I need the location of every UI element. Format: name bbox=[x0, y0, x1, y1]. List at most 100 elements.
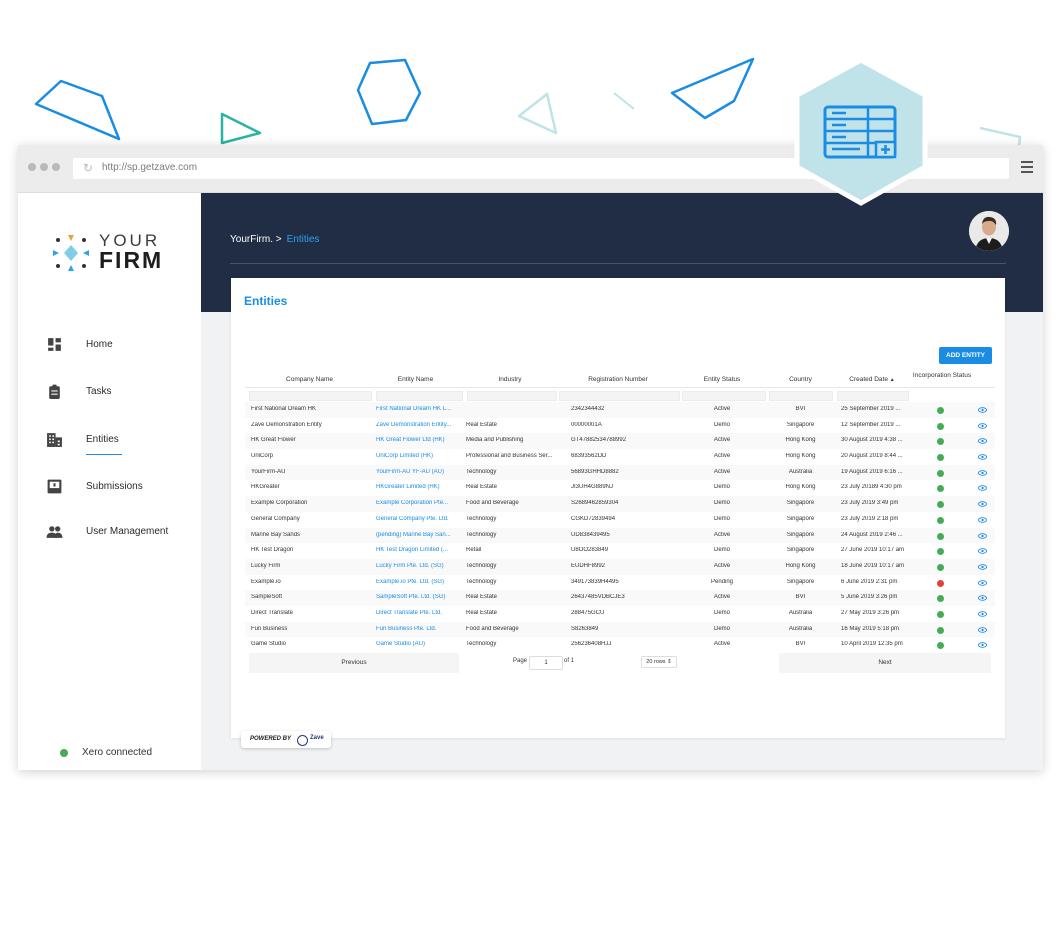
view-eye-icon[interactable] bbox=[978, 642, 987, 649]
cell-entity[interactable]: UniCorp Limited (HK) bbox=[376, 453, 434, 460]
cell-created-date: 23 July 2019 2:18 pm bbox=[841, 515, 899, 522]
cell-company: Example Corporation bbox=[251, 500, 308, 507]
view-eye-icon[interactable] bbox=[978, 469, 987, 476]
filter-registration-input[interactable] bbox=[559, 391, 680, 401]
table-row[interactable]: HK Test Dragon HK Test Dragon Limited (..… bbox=[245, 543, 995, 559]
filter-created-input[interactable] bbox=[837, 391, 909, 401]
cell-company: Fun Business bbox=[251, 625, 288, 632]
cell-entity[interactable]: General Company Pte. Ltd. bbox=[376, 515, 449, 522]
table-row[interactable]: Example.io Example.io Pte. Ltd. (SG) Techn… bbox=[245, 575, 995, 591]
sidebar-item-entities[interactable]: Entities bbox=[46, 427, 119, 451]
cell-entity-status: Demo bbox=[713, 609, 730, 616]
column-header-entity-status[interactable]: Entity Status bbox=[703, 376, 741, 383]
address-bar[interactable]: ↻ http://sp.getzave.com bbox=[73, 158, 1009, 179]
sidebar-item-label: Entities bbox=[86, 433, 119, 445]
cell-entity[interactable]: Direct Translate Pte. Ltd. bbox=[376, 609, 443, 616]
view-eye-icon[interactable] bbox=[978, 438, 987, 445]
table-row[interactable]: Marine Bay Sands (pending) Marine Bay San… bbox=[245, 527, 995, 544]
cell-entity[interactable]: SampleSoft Pte. Ltd. (SG) bbox=[376, 594, 446, 601]
add-entity-button[interactable]: ADD ENTITY bbox=[939, 347, 992, 364]
view-eye-icon[interactable] bbox=[978, 517, 987, 523]
sidebar-item-home[interactable]: Home bbox=[46, 332, 113, 356]
cell-registration: EUDHF8992 bbox=[571, 562, 606, 569]
filter-country-input[interactable] bbox=[769, 391, 833, 401]
filter-status-input[interactable] bbox=[682, 391, 766, 401]
cell-entity[interactable]: (pending) Marine Bay San... bbox=[376, 531, 451, 538]
cell-entity[interactable]: Fun Business Pte. Ltd. bbox=[376, 625, 437, 632]
hamburger-menu-icon[interactable] bbox=[1021, 161, 1033, 176]
active-indicator bbox=[86, 454, 122, 455]
column-header-registration[interactable]: Registration Number bbox=[588, 376, 648, 383]
cell-entity[interactable]: Game Studio (AU) bbox=[376, 641, 426, 648]
cell-entity[interactable]: Example Corporation Pte... bbox=[376, 500, 449, 507]
sidebar-item-user-management[interactable]: User Management bbox=[46, 519, 168, 543]
table-row[interactable]: Game Studio Game Studio (AU) Technology 256… bbox=[245, 637, 995, 653]
entities-table: Company Name Entity Name Industry Regist… bbox=[245, 372, 995, 673]
cell-entity[interactable]: HK Great Flower Ltd (HK) bbox=[376, 437, 445, 444]
table-row[interactable]: UniCorp UniCorp Limited (HK) Professional … bbox=[245, 449, 995, 465]
view-eye-icon[interactable] bbox=[978, 595, 987, 602]
previous-page-button[interactable]: Previous bbox=[249, 653, 459, 673]
reload-icon[interactable]: ↻ bbox=[83, 161, 94, 175]
cell-entity[interactable]: Zave Demonstration Entity... bbox=[376, 421, 452, 428]
view-eye-icon[interactable] bbox=[978, 407, 987, 413]
cell-entity[interactable]: Lucky Firm Pte. Ltd. (SG) bbox=[376, 562, 444, 569]
cell-entity[interactable]: HKGreater Limited (HK) bbox=[376, 484, 440, 491]
column-header-incorporation[interactable]: Incorporation Status bbox=[912, 372, 972, 379]
view-eye-icon[interactable] bbox=[978, 626, 987, 633]
pagination: Previous Page 1 of 1 20 rows ⇕ Next bbox=[245, 653, 995, 673]
view-eye-icon[interactable] bbox=[978, 564, 987, 570]
cell-entity[interactable]: First National Dream HK L... bbox=[376, 406, 452, 412]
cell-registration: UD838439495 bbox=[571, 531, 610, 538]
cell-entity[interactable]: Example.io Pte. Ltd. (SG) bbox=[376, 578, 445, 585]
cell-industry: Technology bbox=[466, 641, 497, 648]
view-eye-icon[interactable] bbox=[978, 422, 987, 429]
table-row[interactable]: YourFirm-AU YourFirm-AU YF-AU (AU) Technol… bbox=[245, 464, 995, 481]
filter-entity-input[interactable] bbox=[376, 391, 463, 401]
table-row[interactable]: First National Dream HK First National Dr… bbox=[245, 402, 995, 418]
column-header-company[interactable]: Company Name bbox=[286, 376, 333, 383]
view-eye-icon[interactable] bbox=[978, 501, 987, 507]
view-eye-icon[interactable] bbox=[978, 611, 987, 617]
sidebar-item-tasks[interactable]: Tasks bbox=[46, 379, 112, 403]
cell-registration: GT47882534788992 bbox=[571, 437, 627, 444]
column-header-entity[interactable]: Entity Name bbox=[397, 376, 434, 383]
cell-company: UniCorp bbox=[251, 453, 274, 460]
view-eye-icon[interactable] bbox=[978, 532, 987, 539]
breadcrumb-root[interactable]: YourFirm. > bbox=[230, 234, 282, 245]
column-header-industry[interactable]: Industry bbox=[498, 376, 522, 383]
table-row[interactable]: General Company General Company Pte. Ltd.… bbox=[245, 512, 995, 528]
view-eye-icon[interactable] bbox=[978, 579, 987, 586]
table-row[interactable]: HKGreater HKGreater Limited (HK) Real Esta… bbox=[245, 480, 995, 496]
avatar[interactable] bbox=[969, 211, 1009, 251]
filter-industry-input[interactable] bbox=[467, 391, 557, 401]
cell-entity[interactable]: HK Test Dragon Limited (... bbox=[376, 547, 448, 554]
column-header-created[interactable]: Created Date ▲ bbox=[835, 376, 909, 384]
powered-by-badge[interactable]: POWERED BY Zave bbox=[241, 731, 331, 748]
table-row[interactable]: HK Great Flower HK Great Flower Ltd (HK) M… bbox=[245, 433, 995, 450]
page-number-input[interactable]: 1 bbox=[529, 656, 563, 670]
window-controls[interactable] bbox=[28, 163, 60, 171]
column-header-country[interactable]: Country bbox=[789, 376, 812, 383]
sidebar-item-submissions[interactable]: Submissions bbox=[46, 474, 143, 498]
rows-per-page-select[interactable]: 20 rows ⇕ bbox=[641, 656, 677, 668]
table-row[interactable]: Zave Demonstration Entity Zave Demonstrat… bbox=[245, 418, 995, 434]
next-page-button[interactable]: Next bbox=[779, 653, 991, 673]
incorporation-status-dot bbox=[937, 610, 944, 618]
cell-country: Singapore bbox=[786, 500, 815, 507]
cell-country: Australia bbox=[788, 468, 813, 475]
view-eye-icon[interactable] bbox=[978, 485, 987, 492]
cell-entity-status: Active bbox=[713, 531, 731, 538]
view-eye-icon[interactable] bbox=[978, 454, 987, 460]
table-row[interactable]: Example Corporation Example Corporation P… bbox=[245, 496, 995, 512]
cell-registration: JI3UH4G889NJ bbox=[571, 484, 614, 491]
table-row[interactable]: Direct Translate Direct Translate Pte. Lt… bbox=[245, 606, 995, 622]
view-eye-icon[interactable] bbox=[978, 548, 987, 554]
table-row[interactable]: Lucky Firm Lucky Firm Pte. Ltd. (SG) Techn… bbox=[245, 558, 995, 575]
table-row[interactable]: Fun Business Fun Business Pte. Ltd. Food a… bbox=[245, 621, 995, 638]
table-row[interactable]: SampleSoft SampleSoft Pte. Ltd. (SG) Real … bbox=[245, 590, 995, 606]
sort-ascending-icon[interactable]: ▲ bbox=[889, 377, 895, 383]
cell-created-date: 12 September 2019 ... bbox=[841, 421, 901, 428]
cell-entity[interactable]: YourFirm-AU YF-AU (AU) bbox=[376, 468, 445, 475]
filter-company-input[interactable] bbox=[249, 391, 372, 401]
